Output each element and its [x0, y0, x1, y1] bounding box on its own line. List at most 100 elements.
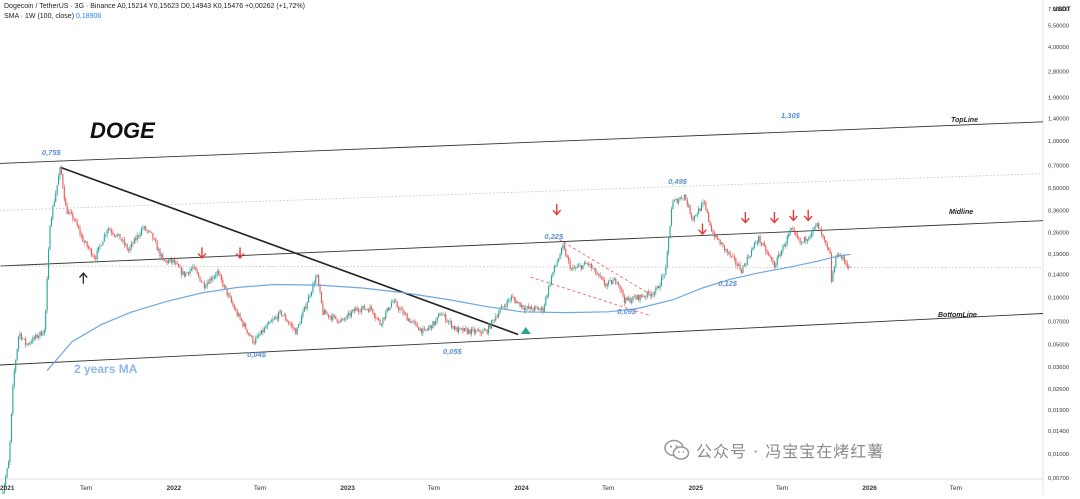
candle-body	[775, 264, 777, 268]
candle-body	[259, 334, 261, 336]
candle-body	[805, 237, 807, 242]
candle-body	[582, 264, 584, 270]
candle-body	[98, 246, 100, 251]
candle-body	[102, 241, 104, 246]
candle-body	[176, 262, 178, 265]
candle-body	[663, 274, 665, 276]
candle-body	[848, 267, 850, 268]
candle-body	[413, 321, 415, 323]
candle-body	[319, 285, 321, 293]
candle-body	[818, 223, 820, 230]
y-tick-label: 1,00000	[1048, 139, 1069, 145]
candle-body	[636, 295, 638, 299]
candle-body	[348, 312, 350, 315]
candle-body	[55, 193, 57, 202]
candle-body	[382, 317, 384, 325]
candle-body	[698, 208, 700, 215]
candle-body	[118, 233, 120, 235]
candle-body	[245, 323, 247, 330]
candle-body	[475, 330, 477, 333]
candle-body	[42, 334, 44, 336]
candle-body	[753, 243, 755, 248]
candle-body	[822, 234, 824, 237]
candle-body	[189, 270, 191, 274]
candle-body	[610, 280, 613, 285]
channel-line-lower-dotted	[0, 265, 1044, 269]
candle-body	[448, 321, 450, 323]
candle-body	[710, 225, 713, 232]
candle-body	[22, 338, 24, 340]
candle-body	[86, 241, 88, 247]
candle-body	[492, 319, 494, 321]
candle-body	[536, 307, 538, 309]
candle-body	[160, 254, 163, 257]
candle-body	[398, 307, 400, 311]
candle-body	[300, 316, 303, 324]
candle-body	[708, 212, 710, 221]
candle-body	[430, 325, 433, 329]
candle-body	[250, 335, 253, 337]
up-triangle-marker	[520, 326, 531, 334]
candle-body	[219, 273, 221, 276]
candle-body	[460, 328, 463, 329]
y-tick-label: 5,50000	[1048, 23, 1069, 29]
y-tick-label: 7,00000	[1048, 7, 1069, 13]
candle-body	[535, 306, 537, 308]
candle-body	[278, 312, 280, 320]
candle-body	[693, 215, 695, 220]
candle-body	[630, 300, 633, 303]
candle-body	[556, 261, 558, 266]
candle-body	[600, 276, 603, 279]
candle-body	[179, 267, 181, 268]
candle-body	[719, 239, 721, 245]
candle-body	[743, 264, 745, 266]
watermark: 公众号 · 冯宝宝在烤红薯	[664, 438, 884, 462]
candle-body	[769, 254, 771, 258]
candle-body	[452, 326, 454, 328]
candle-body	[808, 238, 810, 240]
candle-body	[209, 278, 211, 284]
candle-body	[279, 310, 281, 313]
candle-body	[308, 296, 310, 303]
candle-body	[543, 305, 545, 312]
candle-body	[276, 317, 278, 320]
candle-body	[406, 314, 408, 321]
candle-body	[68, 211, 70, 214]
candle-body	[399, 308, 401, 311]
candle-body	[838, 254, 840, 257]
candle-body	[740, 269, 743, 274]
y-axis: 7,00000 5,50000 4,00000 2,80000 1,90000 1,400…	[1048, 7, 1069, 482]
candle-body	[129, 247, 131, 251]
candle-body	[253, 342, 255, 344]
candle-body	[533, 306, 535, 311]
candle-body	[195, 267, 197, 271]
candle-body	[658, 286, 660, 289]
candle-body	[373, 313, 375, 317]
candle-body	[438, 314, 440, 317]
candle-body	[682, 198, 684, 200]
candle-body	[410, 321, 413, 323]
candle-body	[383, 317, 385, 319]
candle-body	[310, 291, 313, 296]
candle-body	[616, 282, 618, 284]
candle-body	[320, 292, 323, 303]
candle-body	[516, 301, 518, 304]
symbol-info[interactable]: Dogecoin / TetherUS · 3G · Binance A0,15…	[4, 3, 305, 10]
candle-body	[756, 241, 758, 244]
sma-indicator[interactable]: SMA · 1W (100, close) 0,18906	[4, 13, 101, 20]
candle-body	[323, 310, 325, 315]
candle-body	[120, 239, 122, 241]
channel-line-flag-upper	[554, 236, 647, 293]
candle-body	[736, 264, 738, 266]
candle-body	[639, 294, 641, 301]
candle-body	[800, 242, 803, 243]
candle-body	[760, 242, 763, 245]
candle-body	[446, 321, 448, 322]
candle-body	[563, 244, 565, 249]
candle-body	[303, 306, 305, 312]
topline-label: TopLine	[951, 117, 978, 124]
candle-body	[128, 249, 130, 251]
candle-body	[112, 232, 114, 235]
candle-body	[65, 198, 67, 206]
